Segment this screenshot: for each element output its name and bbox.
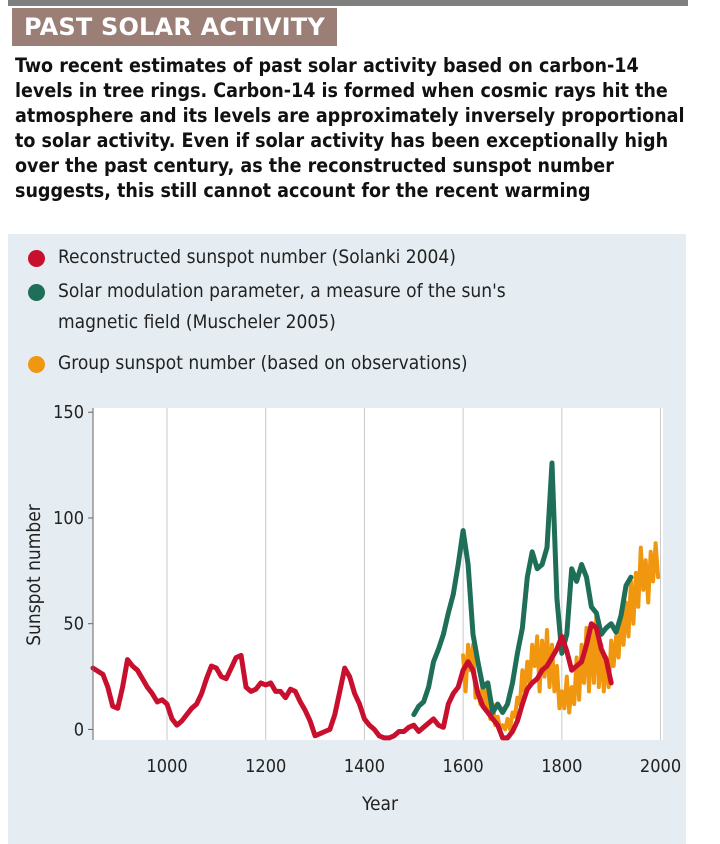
series-line-muscheler bbox=[411, 460, 634, 718]
legend-label-solanki: Reconstructed sunspot number (Solanki 20… bbox=[58, 246, 456, 268]
description: Two recent estimates of past solar activ… bbox=[15, 54, 685, 202]
page-title: PAST SOLAR ACTIVITY bbox=[24, 13, 325, 41]
legend-dot-muscheler bbox=[28, 284, 45, 301]
y-tick-label: 0 bbox=[74, 719, 84, 740]
y-axis-label: Sunspot number bbox=[23, 503, 45, 646]
series-group bbox=[90, 460, 661, 741]
legend-label-muscheler: Solar modulation parameter, a measure of… bbox=[58, 280, 506, 333]
x-tick-label: 2000 bbox=[640, 756, 681, 777]
y-tick-label: 50 bbox=[63, 614, 84, 635]
y-tick-label: 100 bbox=[53, 508, 84, 529]
legend-label-group: Group sunspot number (based on observati… bbox=[58, 352, 468, 374]
series-line-solanki bbox=[90, 621, 614, 741]
legend-dot-solanki bbox=[28, 250, 45, 267]
x-axis-label: Year bbox=[361, 793, 399, 815]
title-bar: PAST SOLAR ACTIVITY bbox=[12, 8, 337, 46]
y-ticks: 0 50 100 150 bbox=[53, 402, 93, 740]
top-rule bbox=[8, 0, 688, 6]
x-tick-label: 1800 bbox=[541, 756, 582, 777]
x-tick-label: 1000 bbox=[146, 756, 187, 777]
y-tick-label: 150 bbox=[53, 402, 84, 423]
x-ticks: 1000 1200 1400 1600 1800 2000 bbox=[146, 756, 681, 777]
x-tick-label: 1200 bbox=[245, 756, 286, 777]
x-tick-label: 1400 bbox=[344, 756, 385, 777]
x-tick-label: 1600 bbox=[443, 756, 484, 777]
legend-dot-group bbox=[28, 356, 45, 373]
